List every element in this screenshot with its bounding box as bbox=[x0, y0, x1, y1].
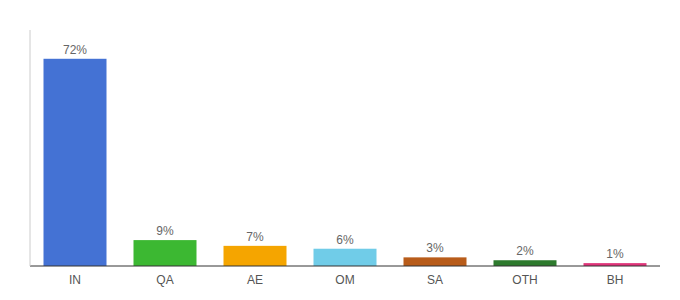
data-label: 9% bbox=[156, 224, 174, 238]
x-tick-label: BH bbox=[607, 273, 624, 287]
data-label: 7% bbox=[246, 230, 264, 244]
y-axis-line bbox=[30, 30, 31, 266]
x-tick-label: OTH bbox=[512, 273, 537, 287]
data-label: 1% bbox=[606, 247, 624, 261]
bar bbox=[44, 59, 107, 266]
bar bbox=[404, 257, 467, 266]
x-tick-label: AE bbox=[247, 273, 263, 287]
bar bbox=[224, 246, 287, 266]
bar bbox=[314, 249, 377, 266]
chart: 72% 9% 7% 6% 3% 2% 1% IN QA AE OM SA OTH BH bbox=[0, 0, 680, 300]
x-tick-label: QA bbox=[156, 273, 173, 287]
x-tick-label: IN bbox=[69, 273, 81, 287]
chart-container: 72% 9% 7% 6% 3% 2% 1% IN QA AE OM SA OTH BH bbox=[0, 0, 680, 300]
x-tick-label: OM bbox=[335, 273, 354, 287]
data-label: 6% bbox=[336, 233, 354, 247]
x-axis-line bbox=[30, 266, 660, 267]
x-tick-labels: IN QA AE OM SA OTH BH bbox=[69, 273, 623, 287]
data-label: 3% bbox=[426, 241, 444, 255]
bar bbox=[494, 260, 557, 266]
data-label: 2% bbox=[516, 244, 534, 258]
data-labels: 72% 9% 7% 6% 3% 2% 1% bbox=[63, 43, 624, 261]
bars bbox=[44, 59, 647, 266]
x-tick-label: SA bbox=[427, 273, 443, 287]
bar bbox=[134, 240, 197, 266]
data-label: 72% bbox=[63, 43, 87, 57]
